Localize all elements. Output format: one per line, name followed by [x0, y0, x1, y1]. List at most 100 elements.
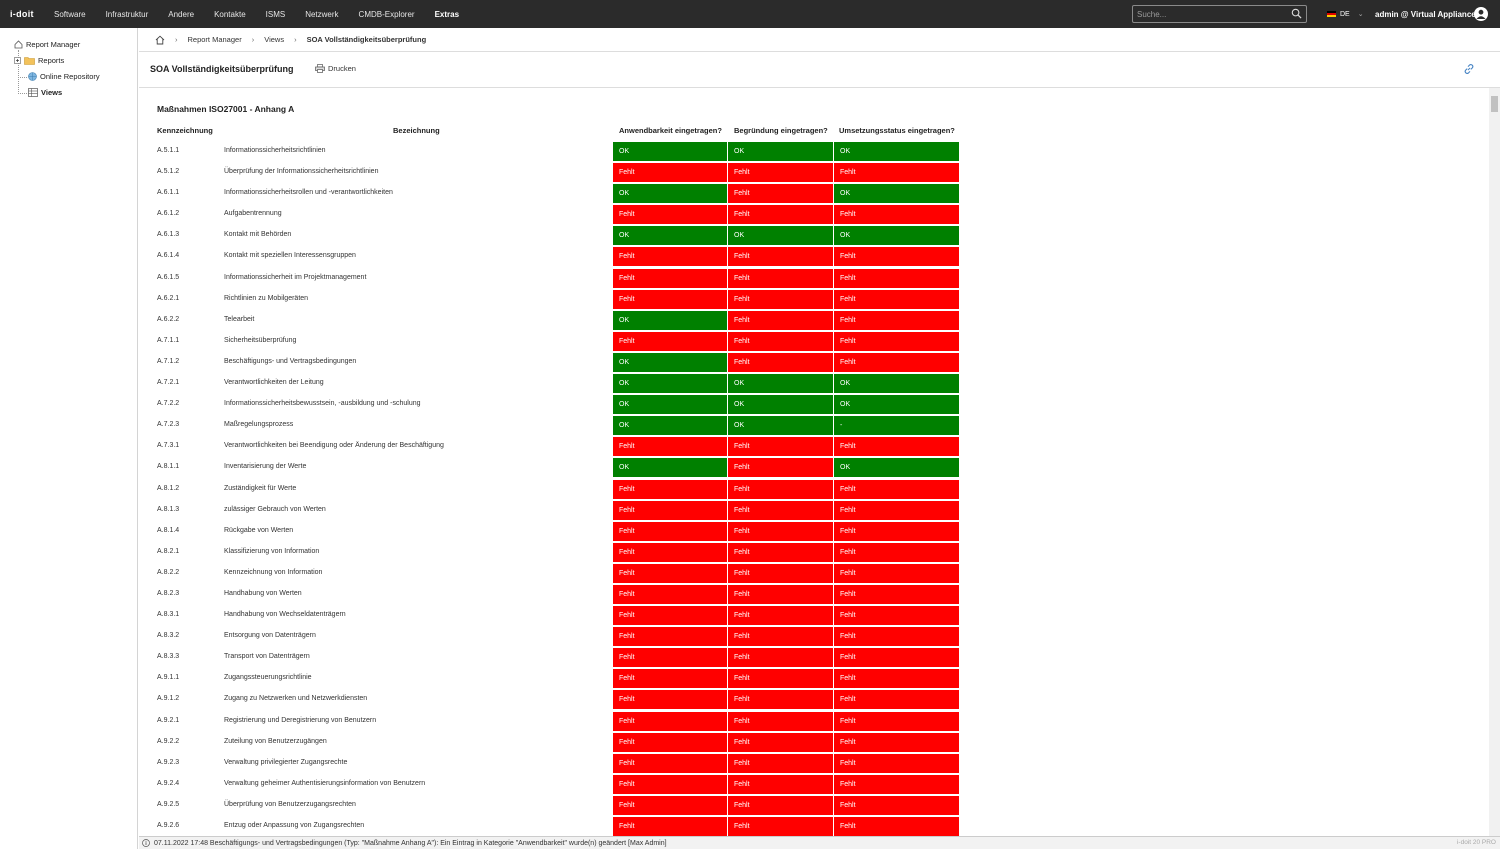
sidebar-item-online-repository[interactable]: Online Repository: [28, 72, 100, 81]
status-cell[interactable]: Fehlt: [613, 163, 727, 183]
status-cell[interactable]: Fehlt: [834, 711, 959, 731]
status-cell[interactable]: Fehlt: [834, 606, 959, 626]
status-cell[interactable]: Fehlt: [728, 563, 833, 583]
status-cell[interactable]: Fehlt: [728, 648, 833, 668]
status-cell[interactable]: Fehlt: [834, 479, 959, 499]
status-cell[interactable]: Fehlt: [728, 521, 833, 541]
status-cell[interactable]: OK: [613, 458, 727, 478]
nav-infrastruktur[interactable]: Infrastruktur: [105, 9, 149, 19]
app-logo[interactable]: i-doit: [10, 9, 34, 19]
status-cell[interactable]: Fehlt: [613, 627, 727, 647]
status-cell[interactable]: Fehlt: [728, 817, 833, 836]
status-cell[interactable]: Fehlt: [728, 690, 833, 710]
status-cell[interactable]: Fehlt: [834, 352, 959, 372]
language-selector[interactable]: DE ⌄: [1327, 0, 1364, 28]
nav-kontakte[interactable]: Kontakte: [214, 9, 246, 19]
link-icon[interactable]: [1463, 63, 1475, 75]
status-cell[interactable]: Fehlt: [613, 817, 727, 836]
status-cell[interactable]: Fehlt: [728, 542, 833, 562]
status-cell[interactable]: Fehlt: [834, 774, 959, 794]
nav-andere[interactable]: Andere: [168, 9, 195, 19]
status-cell[interactable]: Fehlt: [728, 184, 833, 204]
status-cell[interactable]: Fehlt: [728, 268, 833, 288]
status-cell[interactable]: Fehlt: [613, 606, 727, 626]
status-cell[interactable]: OK: [613, 416, 727, 436]
status-cell[interactable]: Fehlt: [613, 205, 727, 225]
status-cell[interactable]: Fehlt: [728, 774, 833, 794]
status-cell[interactable]: OK: [834, 395, 959, 415]
status-cell[interactable]: Fehlt: [834, 500, 959, 520]
status-cell[interactable]: Fehlt: [834, 690, 959, 710]
status-cell[interactable]: Fehlt: [728, 331, 833, 351]
status-cell[interactable]: Fehlt: [834, 584, 959, 604]
status-cell[interactable]: Fehlt: [613, 268, 727, 288]
nav-cmdb-explorer[interactable]: CMDB-Explorer: [358, 9, 415, 19]
status-cell[interactable]: Fehlt: [728, 711, 833, 731]
status-cell[interactable]: Fehlt: [613, 690, 727, 710]
status-cell[interactable]: OK: [613, 142, 727, 161]
status-cell[interactable]: Fehlt: [834, 795, 959, 815]
status-cell[interactable]: Fehlt: [613, 774, 727, 794]
status-cell[interactable]: Fehlt: [613, 289, 727, 309]
status-cell[interactable]: Fehlt: [613, 247, 727, 267]
status-cell[interactable]: OK: [613, 395, 727, 415]
status-cell[interactable]: Fehlt: [834, 732, 959, 752]
status-cell[interactable]: Fehlt: [834, 542, 959, 562]
status-cell[interactable]: OK: [613, 374, 727, 394]
status-cell[interactable]: OK: [613, 310, 727, 330]
status-cell[interactable]: OK: [728, 226, 833, 246]
status-cell[interactable]: OK: [834, 226, 959, 246]
status-cell[interactable]: Fehlt: [728, 437, 833, 457]
status-cell[interactable]: OK: [834, 458, 959, 478]
nav-software[interactable]: Software: [54, 9, 86, 19]
status-cell[interactable]: Fehlt: [613, 732, 727, 752]
status-cell[interactable]: Fehlt: [728, 163, 833, 183]
status-cell[interactable]: Fehlt: [834, 563, 959, 583]
status-cell[interactable]: OK: [728, 395, 833, 415]
status-cell[interactable]: Fehlt: [728, 795, 833, 815]
status-cell[interactable]: Fehlt: [613, 563, 727, 583]
status-cell[interactable]: Fehlt: [613, 753, 727, 773]
status-cell[interactable]: Fehlt: [613, 669, 727, 689]
status-cell[interactable]: Fehlt: [834, 437, 959, 457]
status-cell[interactable]: Fehlt: [613, 521, 727, 541]
status-cell[interactable]: Fehlt: [728, 479, 833, 499]
status-cell[interactable]: Fehlt: [613, 648, 727, 668]
status-cell[interactable]: Fehlt: [834, 627, 959, 647]
status-cell[interactable]: Fehlt: [728, 205, 833, 225]
user-avatar-icon[interactable]: [1474, 7, 1488, 21]
status-cell[interactable]: Fehlt: [613, 479, 727, 499]
home-icon[interactable]: [155, 35, 165, 45]
status-cell[interactable]: Fehlt: [834, 817, 959, 836]
search-icon[interactable]: [1291, 8, 1302, 19]
status-cell[interactable]: Fehlt: [728, 627, 833, 647]
breadcrumb-item-views[interactable]: Views: [264, 35, 285, 44]
status-cell[interactable]: Fehlt: [834, 331, 959, 351]
search-input[interactable]: [1133, 9, 1283, 19]
status-cell[interactable]: Fehlt: [834, 163, 959, 183]
nav-netzwerk[interactable]: Netzwerk: [305, 9, 339, 19]
print-button[interactable]: Drucken: [315, 64, 356, 73]
breadcrumb-item-report-manager[interactable]: Report Manager: [187, 35, 242, 44]
status-cell[interactable]: Fehlt: [834, 648, 959, 668]
status-cell[interactable]: OK: [834, 184, 959, 204]
status-cell[interactable]: Fehlt: [728, 352, 833, 372]
status-cell[interactable]: Fehlt: [728, 500, 833, 520]
status-cell[interactable]: Fehlt: [834, 247, 959, 267]
expand-icon[interactable]: [14, 57, 21, 64]
status-cell[interactable]: Fehlt: [613, 542, 727, 562]
status-cell[interactable]: Fehlt: [613, 331, 727, 351]
status-cell[interactable]: OK: [613, 184, 727, 204]
status-cell[interactable]: OK: [728, 374, 833, 394]
status-cell[interactable]: OK: [728, 416, 833, 436]
status-cell[interactable]: Fehlt: [728, 584, 833, 604]
status-cell[interactable]: Fehlt: [613, 500, 727, 520]
status-cell[interactable]: Fehlt: [728, 247, 833, 267]
status-cell[interactable]: Fehlt: [613, 584, 727, 604]
sidebar-item-reports[interactable]: Reports: [14, 56, 64, 65]
status-cell[interactable]: Fehlt: [834, 268, 959, 288]
user-menu[interactable]: admin @ Virtual Appliance: [1375, 9, 1476, 19]
status-cell[interactable]: Fehlt: [613, 711, 727, 731]
nav-extras[interactable]: Extras: [434, 9, 460, 19]
status-cell[interactable]: Fehlt: [613, 795, 727, 815]
